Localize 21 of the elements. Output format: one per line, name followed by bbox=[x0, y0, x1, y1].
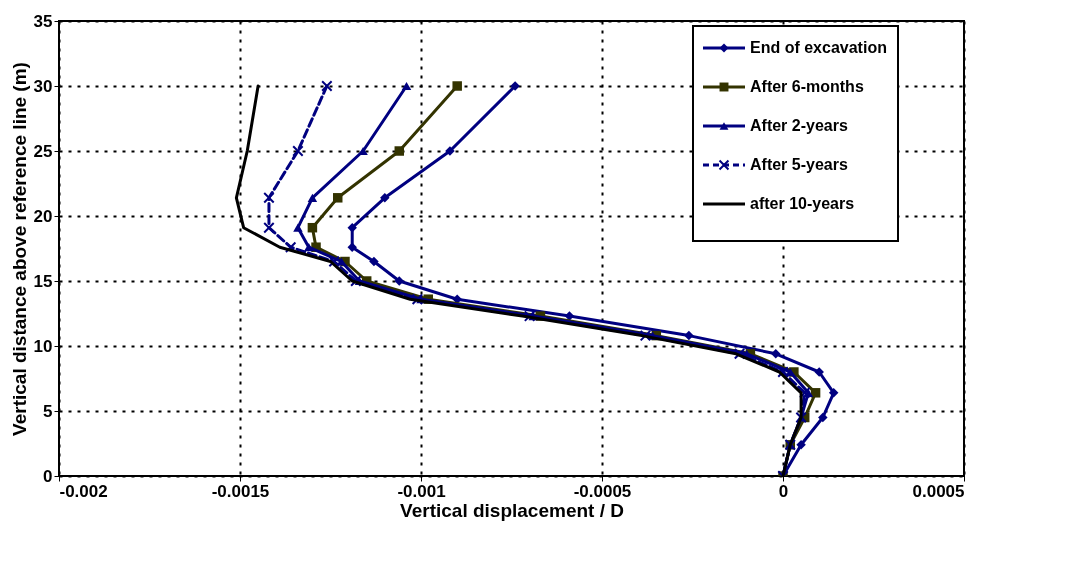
x-tick-label: 0 bbox=[778, 481, 789, 501]
y-tick-label: 35 bbox=[33, 11, 53, 31]
x-tick-label: -0.002 bbox=[59, 481, 108, 501]
y-axis-title: Vertical distance above reference line (m) bbox=[8, 62, 30, 436]
y-tick-label: 30 bbox=[33, 76, 53, 96]
x-tick-label: -0.0005 bbox=[573, 481, 632, 501]
legend-label: after 10-years bbox=[750, 195, 855, 212]
x-tick-label: 0.0005 bbox=[912, 481, 965, 501]
x-tick-label: -0.001 bbox=[397, 481, 446, 501]
y-tick-label: 0 bbox=[43, 466, 53, 486]
y-tick-label: 25 bbox=[33, 141, 53, 161]
legend-label: After 5-years bbox=[750, 156, 848, 173]
y-tick-label: 10 bbox=[33, 336, 53, 356]
legend-label: End of excavation bbox=[750, 39, 887, 56]
y-tick-label: 5 bbox=[43, 401, 53, 421]
legend-label: After 6-months bbox=[750, 78, 864, 95]
x-axis-title: Vertical displacement / D bbox=[400, 499, 624, 521]
legend-label: After 2-years bbox=[750, 117, 848, 134]
x-tick-label: -0.0015 bbox=[211, 481, 270, 501]
y-tick-label: 20 bbox=[33, 206, 53, 226]
y-tick-label: 15 bbox=[33, 271, 53, 291]
